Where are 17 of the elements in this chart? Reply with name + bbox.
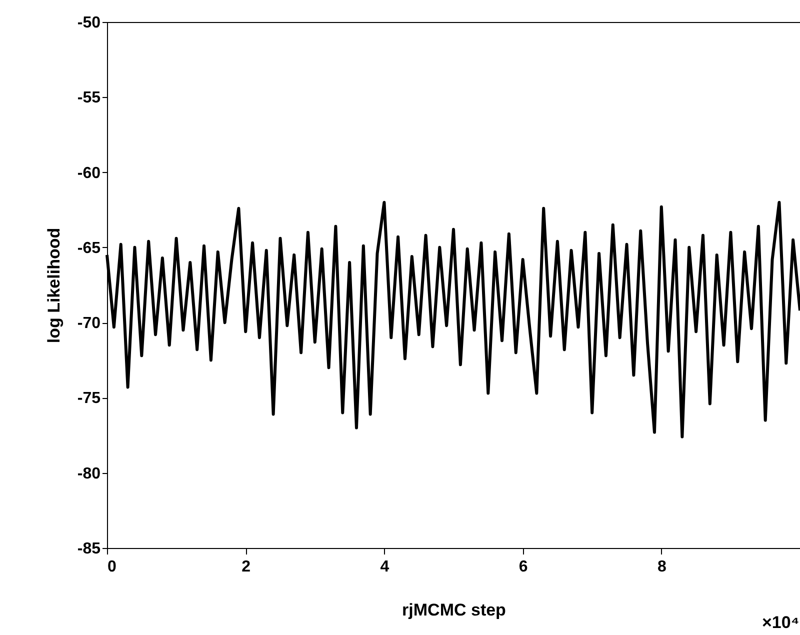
y-tick-label: -70 bbox=[77, 315, 101, 332]
y-tick-label: -65 bbox=[77, 240, 101, 257]
y-tick-label: -85 bbox=[77, 540, 101, 558]
y-tick-label: -55 bbox=[77, 90, 101, 107]
x-tick-label: 8 bbox=[657, 558, 666, 576]
text: ×10⁴ bbox=[762, 613, 800, 632]
x-tick-label: 0 bbox=[108, 558, 116, 576]
x-tick-label: 4 bbox=[380, 558, 390, 576]
line-series bbox=[106, 200, 800, 438]
x-axis-title: rjMCMC step bbox=[402, 600, 506, 620]
y-tick-label: -75 bbox=[77, 390, 101, 408]
y-tick-label: -60 bbox=[77, 164, 101, 182]
x-tick-label: 6 bbox=[518, 558, 528, 576]
x-tick-label: 2 bbox=[242, 558, 251, 576]
y-axis-title: log Likelihood bbox=[44, 228, 64, 344]
y-tick-label: -80 bbox=[77, 465, 101, 482]
y-tick-label: -50 bbox=[77, 14, 101, 32]
